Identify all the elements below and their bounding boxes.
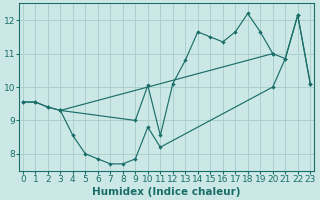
X-axis label: Humidex (Indice chaleur): Humidex (Indice chaleur) bbox=[92, 187, 241, 197]
